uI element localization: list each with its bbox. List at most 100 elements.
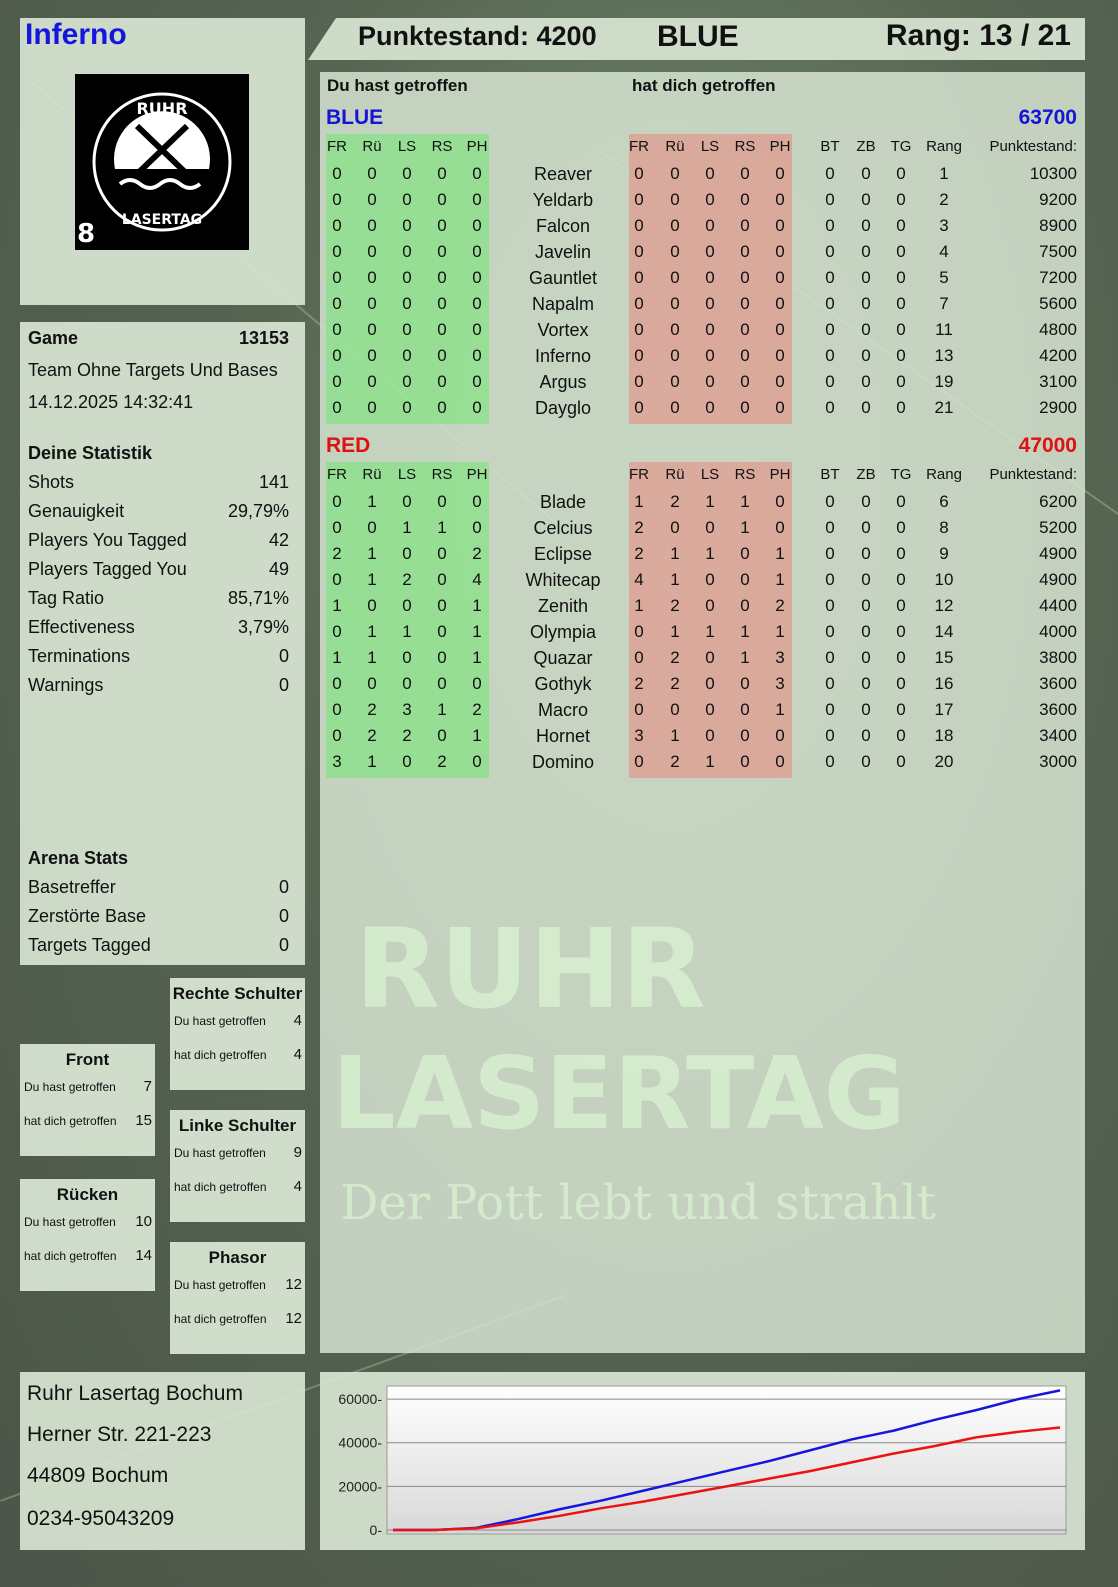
location-title: Phasor — [208, 1248, 267, 1267]
you-hit-value: 0 — [402, 372, 412, 391]
you-hit-value: 0 — [332, 372, 342, 391]
hit-you-value: 3 — [775, 648, 785, 667]
stat-value: 0 — [278, 646, 289, 666]
location-got-label: hat dich getroffen — [24, 1249, 117, 1263]
hit-you-value: 0 — [775, 242, 785, 261]
team-name: BLUE — [326, 106, 384, 129]
extra-value: 0 — [825, 726, 835, 745]
col-header: TG — [890, 138, 912, 155]
you-hit-value: 0 — [437, 492, 447, 511]
you-hit-bg — [326, 134, 489, 424]
you-hit-value: 0 — [437, 164, 447, 183]
you-hit-value: 0 — [402, 294, 412, 313]
hit-you-value: 2 — [634, 518, 644, 537]
hit-you-value: 0 — [775, 294, 785, 313]
hit-you-value: 0 — [670, 164, 680, 183]
hit-you-value: 0 — [775, 398, 785, 417]
you-hit-value: 0 — [437, 242, 447, 261]
you-hit-value: 1 — [472, 596, 482, 615]
you-hit-value: 0 — [472, 398, 482, 417]
score-chart: 0- 20000- 40000- 60000- — [338, 1385, 1067, 1538]
extra-value: 0 — [896, 570, 906, 589]
player-rank: 7 — [939, 294, 949, 313]
hit-you-value: 0 — [775, 372, 785, 391]
player-name: Domino — [531, 752, 595, 772]
player-name: Yeldarb — [532, 190, 594, 210]
hit-you-value: 0 — [705, 242, 715, 261]
col-header: BT — [820, 466, 840, 483]
game-datetime-text: 14.12.2025 14:32:41 — [28, 392, 194, 412]
extra-value: 0 — [825, 372, 835, 391]
you-hit-value: 0 — [332, 268, 342, 287]
hit-you-value: 2 — [670, 674, 680, 693]
game-row: Game 13153 — [28, 328, 289, 349]
you-hit-value: 2 — [367, 726, 377, 745]
location-hit-label: Du hast getroffen — [24, 1080, 116, 1094]
location-got-value: 15 — [135, 1112, 152, 1129]
y-tick-label: 60000- — [338, 1391, 382, 1407]
col-header: FR — [629, 466, 649, 483]
arena-value: 0 — [278, 906, 289, 926]
you-hit-value: 1 — [332, 648, 342, 667]
hit-you-value: 0 — [670, 518, 680, 537]
you-hit-value: 0 — [367, 164, 377, 183]
you-hit-value: 0 — [332, 622, 342, 641]
you-hit-value: 0 — [332, 398, 342, 417]
player-score: 4000 — [1039, 622, 1077, 641]
hit-you-value: 1 — [634, 596, 644, 615]
hit-you-label: hat dich getroffen — [632, 76, 776, 95]
location-got-label: hat dich getroffen — [174, 1180, 267, 1194]
location-hit-label: Du hast getroffen — [174, 1014, 266, 1028]
player-name: Olympia — [529, 622, 596, 642]
hit-you-value: 0 — [775, 752, 785, 771]
extra-value: 0 — [896, 216, 906, 235]
you-hit-value: 0 — [437, 544, 447, 563]
hit-you-value: 0 — [705, 164, 715, 183]
extra-value: 0 — [861, 622, 871, 641]
extra-value: 0 — [896, 518, 906, 537]
extra-value: 0 — [861, 648, 871, 667]
stat-row: Effectiveness 3,79% — [28, 617, 289, 638]
you-hit-value: 0 — [367, 216, 377, 235]
hit-you-value: 1 — [775, 622, 785, 641]
extra-value: 0 — [861, 726, 871, 745]
hit-you-value: 0 — [634, 700, 644, 719]
y-tick-label: 40000- — [338, 1435, 382, 1451]
arena-label: Basetreffer — [28, 877, 116, 897]
hit-you-value: 0 — [775, 492, 785, 511]
hit-you-value: 1 — [705, 544, 715, 563]
col-header: PH — [466, 138, 488, 155]
hit-you-value: 2 — [775, 596, 785, 615]
col-header: Punktestand: — [989, 466, 1077, 483]
hit-you-value: 1 — [705, 752, 715, 771]
extra-value: 0 — [825, 190, 835, 209]
you-hit-value: 0 — [402, 320, 412, 339]
arena-value: 0 — [278, 877, 289, 897]
player-rank: 8 — [939, 518, 949, 537]
hit-you-value: 0 — [634, 752, 644, 771]
you-hit-value: 0 — [437, 320, 447, 339]
hit-you-value: 0 — [775, 320, 785, 339]
stat-value: 29,79% — [227, 501, 289, 521]
svg-text:8: 8 — [77, 219, 95, 249]
hit-you-value: 0 — [634, 372, 644, 391]
hit-you-value: 0 — [775, 518, 785, 537]
game-mode-text: Team Ohne Targets Und Bases — [28, 360, 278, 380]
you-hit-value: 3 — [332, 752, 342, 771]
col-header: BT — [820, 138, 840, 155]
you-hit-value: 1 — [367, 752, 377, 771]
hit-you-value: 0 — [740, 320, 750, 339]
hit-you-value: 0 — [634, 346, 644, 365]
series-line — [393, 1426, 1061, 1532]
you-hit-value: 0 — [367, 294, 377, 313]
hit-you-value: 0 — [634, 648, 644, 667]
series-line — [393, 1389, 1061, 1532]
extra-value: 0 — [861, 492, 871, 511]
player-name: Dayglo — [534, 398, 592, 418]
player-score: 3400 — [1039, 726, 1077, 745]
you-hit-value: 0 — [437, 268, 447, 287]
hit-you-value: 0 — [740, 752, 750, 771]
extra-value: 0 — [825, 216, 835, 235]
player-rank: 16 — [934, 674, 954, 693]
stat-label: Genauigkeit — [28, 501, 125, 521]
